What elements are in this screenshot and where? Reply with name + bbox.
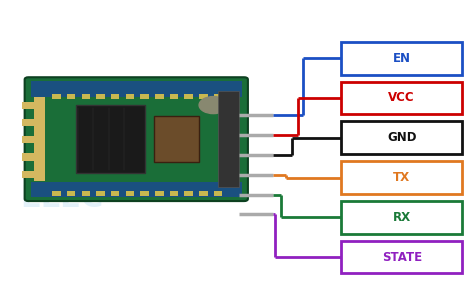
FancyBboxPatch shape [341,82,462,114]
Bar [199,191,208,196]
Bar [96,191,105,196]
Bar [22,102,34,109]
FancyBboxPatch shape [25,77,248,201]
Bar [34,97,45,181]
Bar [154,116,199,162]
Bar [214,191,222,196]
Bar [22,119,34,126]
Bar [82,94,90,99]
Bar [52,94,61,99]
Text: STATE: STATE [382,250,422,264]
Bar [96,94,105,99]
FancyBboxPatch shape [341,42,462,75]
Bar [22,170,34,178]
Bar [76,105,145,173]
Bar [31,81,242,97]
Text: TX: TX [393,171,410,184]
Bar [184,94,193,99]
Bar [111,191,119,196]
Bar [82,191,90,196]
Bar [140,191,149,196]
Text: RX: RX [392,211,411,224]
FancyBboxPatch shape [341,201,462,233]
Bar [184,191,193,196]
Bar [140,94,149,99]
Circle shape [199,97,228,114]
Text: GND: GND [387,131,417,144]
FancyBboxPatch shape [341,122,462,154]
Bar [126,94,134,99]
Bar [218,91,239,187]
Bar [126,191,134,196]
Bar [214,94,222,99]
FancyBboxPatch shape [341,161,462,194]
FancyBboxPatch shape [341,241,462,273]
Bar [22,153,34,160]
Bar [22,136,34,143]
Text: VCC: VCC [388,91,415,105]
Bar [67,94,75,99]
Bar [170,94,178,99]
Bar [170,191,178,196]
Bar [155,94,164,99]
Bar [199,94,208,99]
Bar [31,182,242,197]
Text: EN: EN [393,52,410,65]
Bar [155,191,164,196]
Bar [67,191,75,196]
Bar [111,94,119,99]
Text: ELEC: ELEC [20,184,103,213]
Bar [52,191,61,196]
